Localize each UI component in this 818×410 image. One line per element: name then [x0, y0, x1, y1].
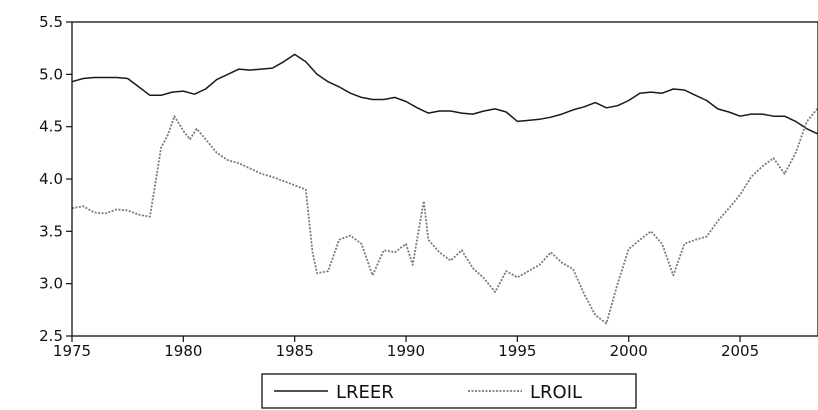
x-tick-label: 2000 [610, 342, 648, 360]
series-line-lreer [71, 53, 818, 135]
legend-label-lreer: LREER [336, 382, 394, 403]
x-axis: 1975 1980 1985 1990 1995 2000 2005 [53, 336, 759, 360]
x-tick-label: 2005 [721, 342, 759, 360]
plot-frame [71, 21, 818, 337]
legend-label-lroil: LROIL [530, 382, 582, 403]
x-tick-label: 1975 [53, 342, 91, 360]
y-tick-label: 3.0 [39, 275, 63, 293]
y-axis: 2.5 3.0 3.5 4.0 4.5 5.0 5.5 [39, 13, 72, 345]
x-tick-label: 1985 [276, 342, 314, 360]
x-tick-label: 1990 [387, 342, 425, 360]
y-tick-label: 4.5 [39, 118, 63, 136]
legend: LREER LROIL [261, 373, 637, 409]
y-tick-label: 5.0 [39, 65, 63, 83]
x-tick-label: 1995 [498, 342, 536, 360]
y-tick-label: 2.5 [39, 327, 63, 345]
series-line-lroil [71, 107, 818, 325]
x-tick-label: 1980 [164, 342, 202, 360]
y-tick-label: 3.5 [39, 222, 63, 240]
y-tick-label: 5.5 [39, 13, 63, 31]
plot-series [71, 53, 818, 325]
y-tick-label: 4.0 [39, 170, 63, 188]
